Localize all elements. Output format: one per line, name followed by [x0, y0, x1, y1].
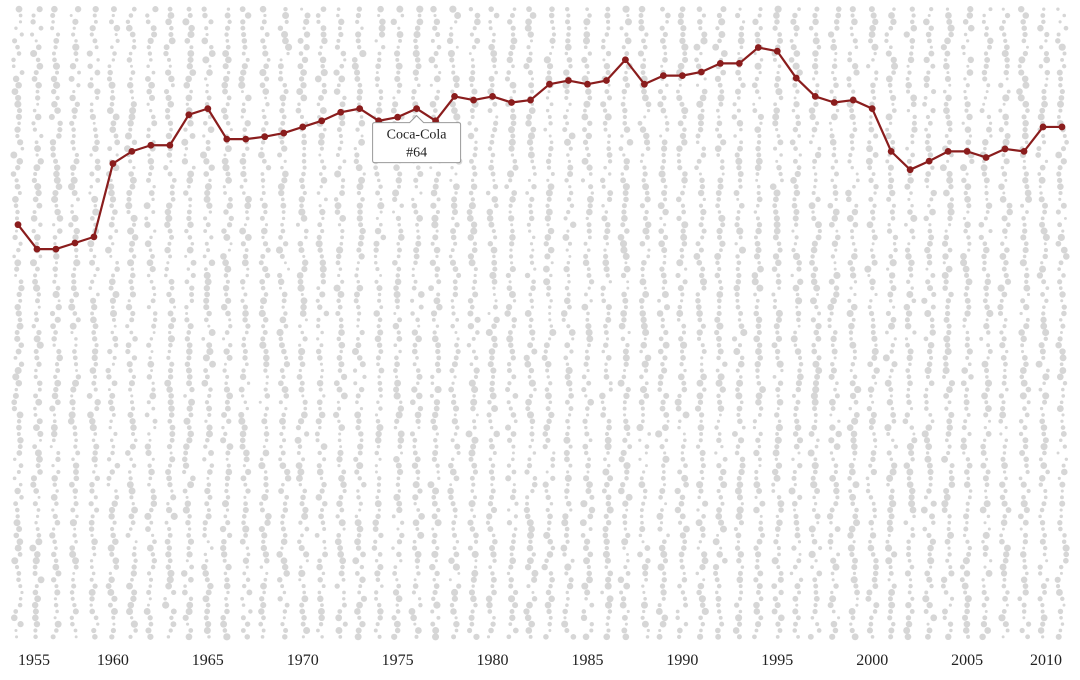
series-point[interactable]: [280, 130, 287, 137]
series-point[interactable]: [261, 133, 268, 140]
series-point[interactable]: [166, 142, 173, 149]
x-axis-label: 1970: [287, 652, 319, 669]
series-point[interactable]: [508, 99, 515, 106]
series-point[interactable]: [34, 246, 41, 253]
series-point[interactable]: [850, 97, 857, 104]
x-axis-label: 2005: [951, 652, 983, 669]
series-point[interactable]: [546, 81, 553, 88]
x-axis-label: 1980: [477, 652, 509, 669]
series-point[interactable]: [204, 105, 211, 112]
series-point[interactable]: [242, 136, 249, 143]
series-point[interactable]: [812, 93, 819, 100]
series-point[interactable]: [717, 60, 724, 67]
series-point[interactable]: [15, 221, 22, 228]
series-point[interactable]: [907, 166, 914, 173]
x-axis-label: 1960: [97, 652, 129, 669]
series-point[interactable]: [679, 72, 686, 79]
series-point[interactable]: [110, 160, 117, 167]
series-point[interactable]: [356, 105, 363, 112]
rank-over-time-chart: Coca-Cola #64 1955 1960 1965 1970 1975 1980 1985…: [0, 0, 1080, 680]
series-point[interactable]: [1002, 146, 1009, 153]
series-point[interactable]: [964, 148, 971, 155]
series-point[interactable]: [489, 93, 496, 100]
series-point[interactable]: [1059, 124, 1066, 131]
series-point[interactable]: [888, 148, 895, 155]
series-point[interactable]: [299, 124, 306, 131]
series-point[interactable]: [660, 72, 667, 79]
background-columns: [10, 6, 1069, 641]
series-point[interactable]: [128, 148, 135, 155]
x-axis-label: 1965: [192, 652, 224, 669]
x-axis-label: 1990: [666, 652, 698, 669]
series-point[interactable]: [72, 240, 79, 247]
x-axis-label: 1985: [572, 652, 604, 669]
tooltip: Coca-Cola #64: [373, 116, 461, 163]
series-point[interactable]: [527, 97, 534, 104]
series-point[interactable]: [470, 97, 477, 104]
series-point[interactable]: [983, 154, 990, 161]
x-axis-label: 1955: [18, 652, 50, 669]
x-axis: 1955 1960 1965 1970 1975 1980 1985 1990 1995 2000…: [18, 652, 1062, 669]
series-point[interactable]: [1021, 148, 1028, 155]
series-point[interactable]: [622, 56, 629, 63]
series-point[interactable]: [736, 60, 743, 67]
series-point[interactable]: [641, 81, 648, 88]
series-point[interactable]: [603, 77, 610, 84]
series-point[interactable]: [774, 48, 781, 55]
tooltip-line2: #64: [406, 146, 427, 161]
series-point[interactable]: [869, 105, 876, 112]
series-point[interactable]: [147, 142, 154, 149]
series-point[interactable]: [318, 117, 325, 124]
series-point[interactable]: [1040, 124, 1047, 131]
x-axis-label: 1975: [382, 652, 414, 669]
series-point[interactable]: [698, 69, 705, 76]
series-point[interactable]: [91, 233, 98, 240]
chart-svg: Coca-Cola #64 1955 1960 1965 1970 1975 1980 1985…: [0, 0, 1080, 680]
series-point[interactable]: [945, 148, 952, 155]
series-point[interactable]: [223, 136, 230, 143]
series-point[interactable]: [755, 44, 762, 51]
series-point[interactable]: [584, 81, 591, 88]
series-point[interactable]: [413, 105, 420, 112]
series-point[interactable]: [53, 246, 60, 253]
series-point[interactable]: [793, 75, 800, 82]
x-axis-label: 2000: [856, 652, 888, 669]
series-point[interactable]: [926, 158, 933, 165]
x-axis-label: 2010: [1030, 652, 1062, 669]
series-point[interactable]: [451, 93, 458, 100]
tooltip-line1: Coca-Cola: [387, 128, 448, 143]
series-point[interactable]: [831, 99, 838, 106]
series-point[interactable]: [394, 114, 401, 121]
x-axis-label: 1995: [761, 652, 793, 669]
series-point[interactable]: [337, 109, 344, 116]
series-point[interactable]: [565, 77, 572, 84]
series-point[interactable]: [185, 111, 192, 118]
